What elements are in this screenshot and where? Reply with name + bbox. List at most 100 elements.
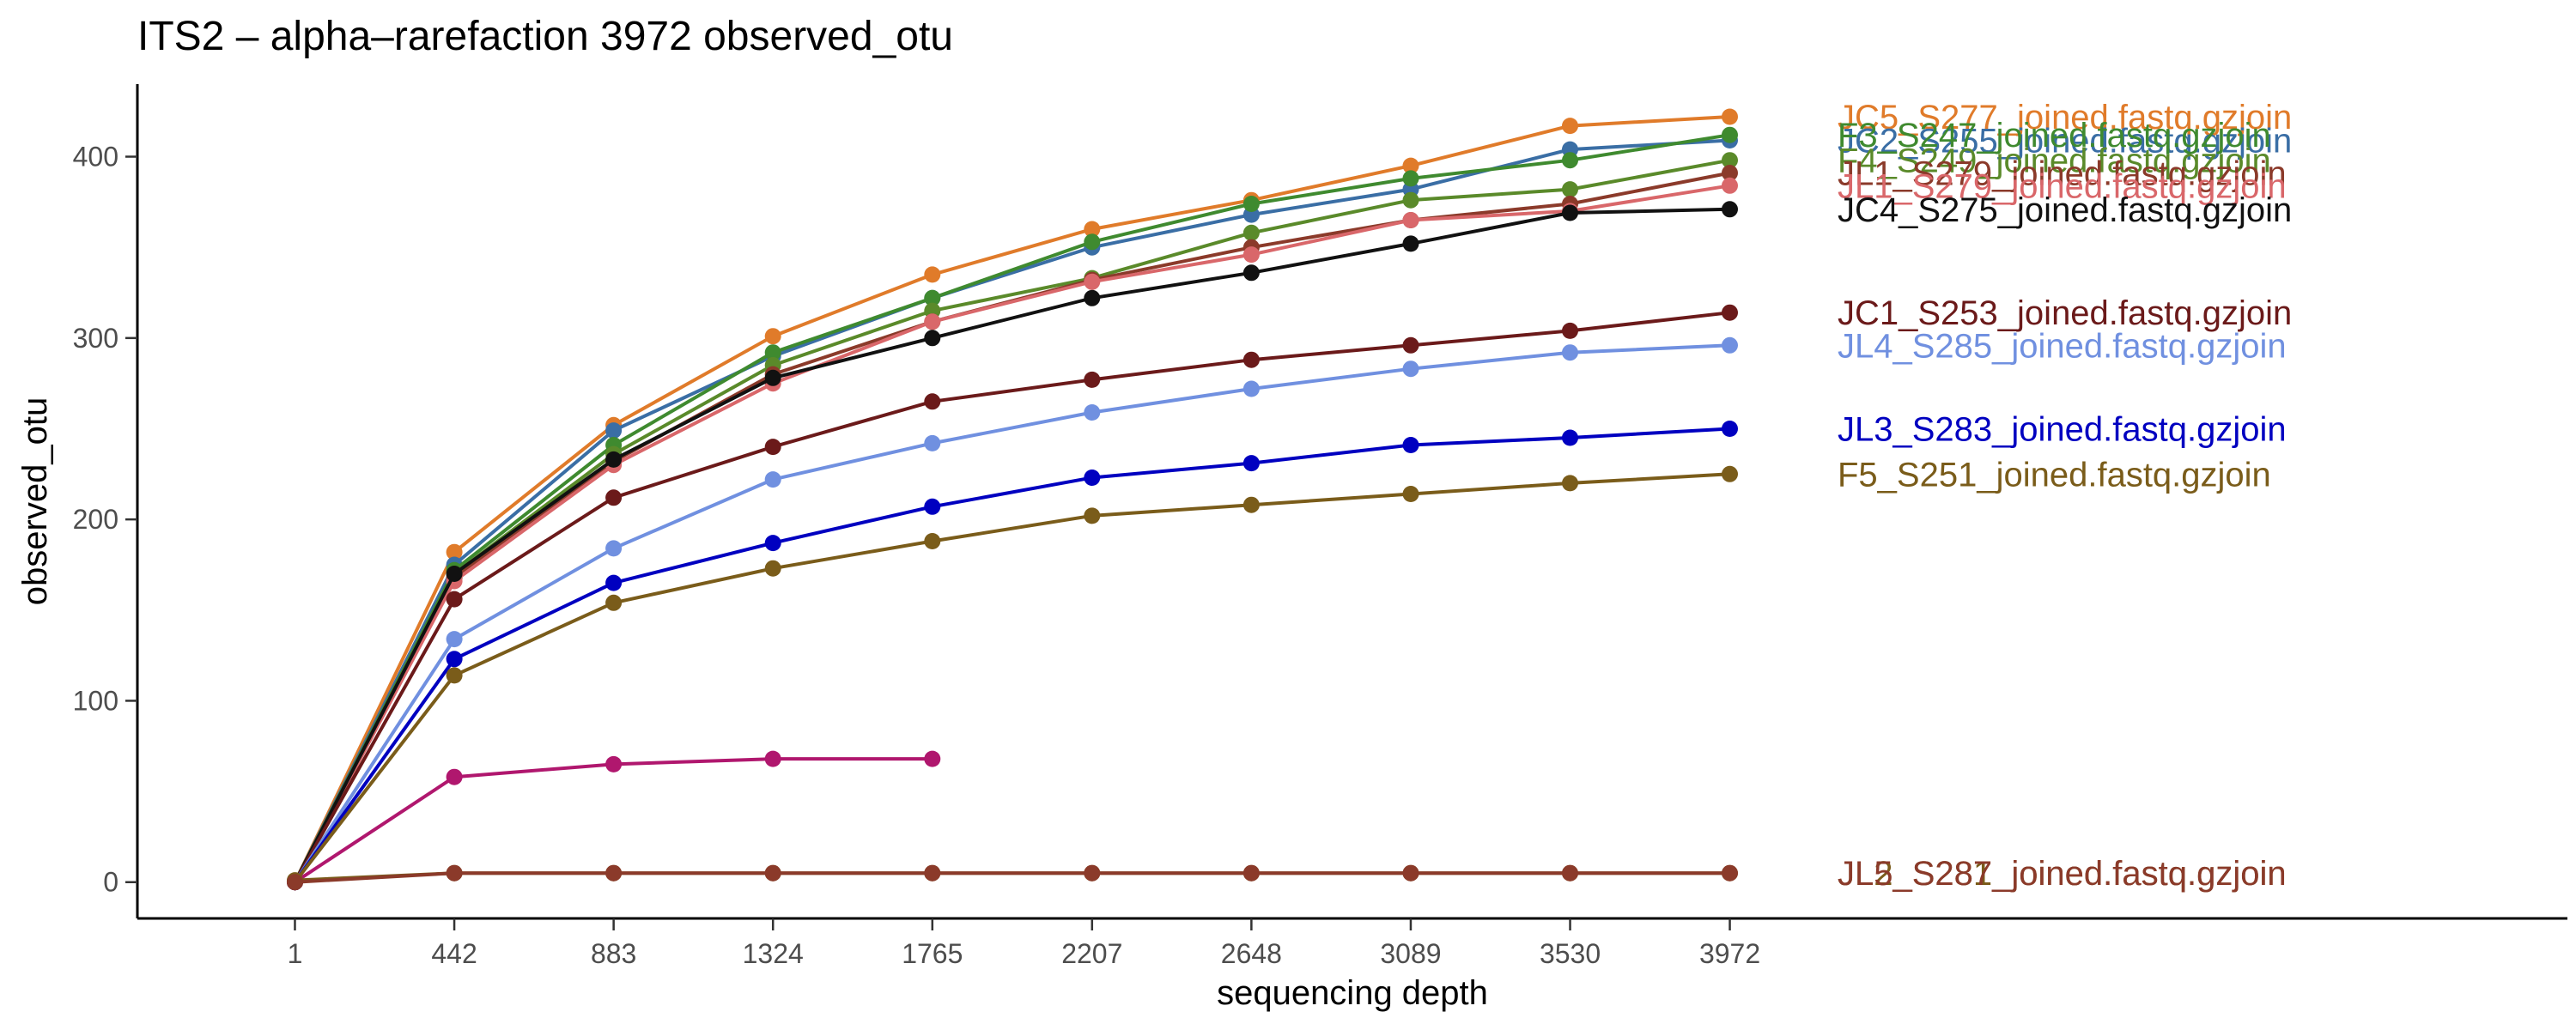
series-label: JL2_S281_joined.fastq.gzjoin — [1838, 855, 2287, 893]
data-point — [605, 451, 623, 468]
data-point — [1402, 235, 1419, 252]
data-point — [605, 594, 623, 611]
data-point — [1242, 264, 1260, 282]
data-point — [605, 864, 623, 882]
data-point — [1084, 233, 1101, 251]
data-point — [1084, 507, 1101, 524]
data-point — [1242, 496, 1260, 513]
data-point — [446, 566, 463, 582]
series-2 — [287, 126, 1738, 891]
data-point — [605, 540, 623, 557]
series-label: JC4_S275_joined.fastq.gzjoin — [1838, 191, 2292, 229]
data-point — [764, 328, 781, 345]
data-point — [924, 330, 941, 347]
series-10 — [287, 465, 1738, 891]
data-point — [446, 864, 463, 882]
data-point — [924, 750, 941, 767]
series-label: JC5_S277_joined.fastq.gzjoin — [1838, 99, 2292, 136]
data-point — [446, 651, 463, 668]
series-line — [293, 343, 1730, 883]
data-point — [1722, 864, 1738, 882]
data-point — [764, 369, 781, 386]
series-label: F3_S247_joined.fastq.gzjoin — [1838, 117, 2271, 154]
data-point — [1562, 864, 1578, 882]
x-tick-label: 1324 — [743, 938, 804, 969]
data-point — [764, 439, 781, 456]
data-point — [924, 313, 941, 330]
y-tick-label: 0 — [103, 867, 118, 898]
x-tick-label: 2207 — [1061, 938, 1122, 969]
data-point — [1084, 273, 1101, 290]
series-label: F5_S251_joined.fastq.gzjoin — [1838, 456, 2271, 494]
x-tick-label: 1 — [288, 938, 303, 969]
y-tick-label: 200 — [73, 504, 118, 535]
data-point — [1402, 157, 1419, 174]
data-point — [764, 560, 781, 577]
data-point — [1084, 864, 1101, 882]
series-label: F4_S249_joined.fastq.gzjoin — [1838, 142, 2271, 180]
series-label: JC2_S255_joined.fastq.gzjoin — [1838, 123, 2292, 161]
series-line — [293, 115, 1730, 883]
axis-ticks: 1 442 883 1324 1765 2207 2648 3089 3530 3972 0 100 2… — [73, 142, 1761, 969]
x-axis-title: sequencing depth — [1217, 974, 1488, 1012]
data-point — [1242, 455, 1260, 472]
data-point — [1722, 108, 1738, 125]
data-point — [1084, 289, 1101, 306]
chart-title: ITS2 – alpha–rarefaction 3972 observed_o… — [137, 14, 953, 59]
data-point — [1562, 322, 1578, 339]
series-line — [293, 158, 1730, 883]
data-point — [1562, 118, 1578, 135]
data-point — [446, 667, 463, 684]
series-5 — [287, 177, 1738, 891]
data-point — [1242, 864, 1260, 882]
data-point — [446, 591, 463, 608]
series-9 — [287, 421, 1738, 891]
series-line — [295, 871, 1730, 884]
data-point — [1084, 404, 1101, 421]
data-point — [1722, 304, 1738, 321]
series-label: JL1_S279_joined.fastq.gzjoin — [1838, 167, 2287, 205]
data-point — [764, 750, 781, 767]
data-point — [1722, 165, 1738, 181]
y-tick-label: 400 — [73, 142, 118, 173]
series-label-layer: JC5_S277_joined.fastq.gzjoinJC2_S255_joi… — [1838, 99, 2292, 893]
data-point — [1722, 201, 1738, 218]
data-point — [605, 755, 623, 772]
data-point — [764, 535, 781, 552]
data-point — [1562, 344, 1578, 361]
data-point — [924, 864, 941, 882]
data-point — [1722, 126, 1738, 143]
series-line — [293, 311, 1730, 883]
data-point — [1084, 470, 1101, 486]
y-axis-title: observed_otu — [16, 397, 54, 605]
x-tick-label: 3972 — [1699, 938, 1760, 969]
data-point — [924, 266, 941, 283]
series-layer — [287, 108, 1738, 891]
data-point — [1722, 152, 1738, 169]
series-line — [293, 133, 1730, 883]
data-point — [1722, 465, 1738, 482]
x-tick-label: 2648 — [1221, 938, 1282, 969]
data-point — [924, 289, 941, 306]
data-point — [1402, 212, 1419, 228]
data-point — [764, 471, 781, 488]
y-tick-label: 100 — [73, 685, 118, 716]
data-point — [764, 864, 781, 882]
series-label: JL3_S283_joined.fastq.gzjoin — [1838, 411, 2287, 449]
data-point — [1402, 191, 1419, 209]
data-point — [1242, 351, 1260, 368]
x-tick-label: 3530 — [1540, 938, 1601, 969]
series-13 — [287, 864, 1738, 891]
series-line — [293, 207, 1730, 883]
data-point — [1722, 421, 1738, 437]
data-point — [1402, 486, 1419, 502]
x-tick-label: 442 — [431, 938, 477, 969]
data-point — [605, 422, 623, 439]
data-point — [1402, 360, 1419, 378]
data-point — [1402, 336, 1419, 354]
data-point — [446, 768, 463, 785]
series-8 — [287, 336, 1738, 891]
data-point — [764, 344, 781, 361]
series-line — [293, 427, 1730, 883]
